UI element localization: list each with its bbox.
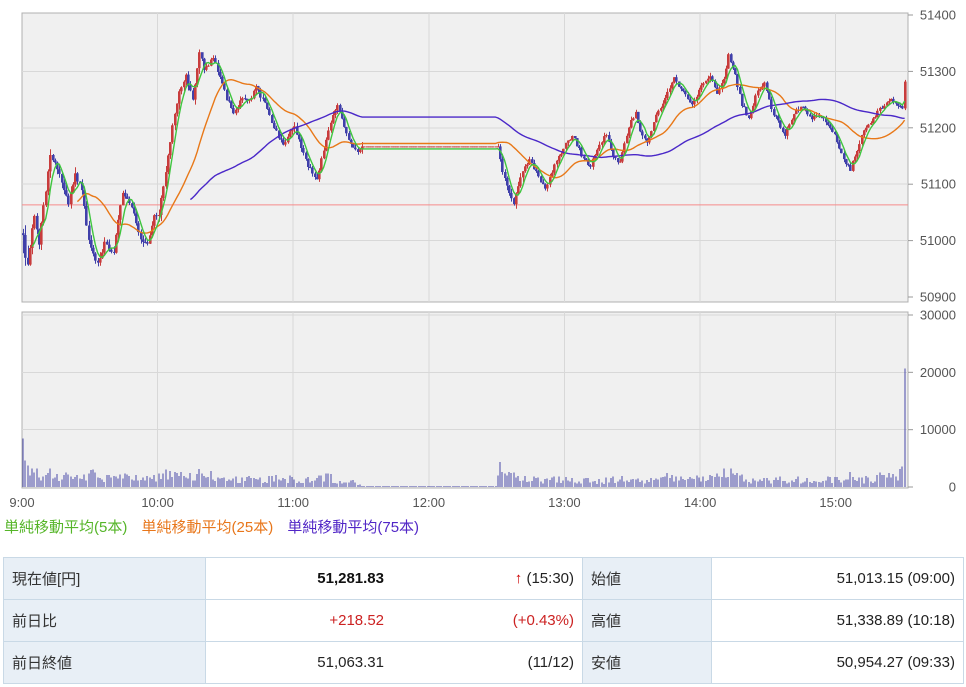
svg-text:14:00: 14:00 [684, 495, 717, 510]
prev-close-value: 51,063.31 [317, 654, 384, 671]
svg-text:50900: 50900 [920, 290, 956, 305]
day-change-percent: (+0.43%) [512, 612, 574, 629]
volume-axis: 30000 20000 10000 0 [908, 308, 956, 495]
current-price-label: 現在値[円] [3, 557, 206, 600]
svg-text:51000: 51000 [920, 233, 956, 248]
quote-summary-table: 現在値[円] 51,281.83 ↑ (15:30) 始値 51,013.15 … [3, 557, 964, 684]
gridlines [22, 13, 908, 488]
open-price-value: 51,013.15 (09:00) [711, 557, 964, 600]
svg-text:10000: 10000 [920, 422, 956, 437]
ma5-line [31, 61, 906, 259]
low-price-label: 安値 [582, 641, 712, 684]
day-change-cell: +218.52 (+0.43%) [205, 599, 583, 642]
up-arrow-icon: ↑ [514, 570, 523, 587]
table-row: 現在値[円] 51,281.83 ↑ (15:30) 始値 51,013.15 … [3, 557, 964, 600]
svg-text:11:00: 11:00 [277, 495, 309, 510]
svg-text:12:00: 12:00 [413, 495, 446, 510]
current-price-cell: 51,281.83 ↑ (15:30) [205, 557, 583, 600]
table-row: 前日終値 51,063.31 (11/12) 安値 50,954.27 (09:… [3, 641, 964, 684]
prev-close-date: (11/12) [527, 654, 574, 671]
svg-text:30000: 30000 [920, 308, 956, 323]
price-volume-chart: 51400 51300 51200 51100 51000 50900 30000 20000… [9, 7, 956, 510]
price-pane [21, 12, 909, 303]
day-change-label: 前日比 [3, 599, 206, 642]
ma5-legend-label: 単純移動平均(5本) [4, 519, 128, 536]
svg-text:20000: 20000 [920, 365, 956, 380]
current-price-time: ↑ (15:30) [514, 570, 574, 587]
svg-text:51300: 51300 [920, 64, 956, 79]
ma75-line [189, 98, 905, 201]
high-price-label: 高値 [582, 599, 712, 642]
day-change-value: +218.52 [329, 612, 384, 629]
prev-close-label: 前日終値 [3, 641, 206, 684]
open-price-label: 始値 [582, 557, 712, 600]
ma-legend: 単純移動平均(5本) 単純移動平均(25本) 単純移動平均(75本) [4, 516, 429, 537]
current-price-value: 51,281.83 [317, 570, 384, 587]
svg-text:9:00: 9:00 [9, 495, 34, 510]
ma75-legend-label: 単純移動平均(75本) [287, 519, 420, 536]
svg-text:0: 0 [949, 480, 956, 495]
volume-bars [22, 368, 906, 487]
svg-text:51100: 51100 [921, 177, 956, 192]
price-axis: 51400 51300 51200 51100 51000 50900 [908, 8, 956, 305]
svg-text:10:00: 10:00 [141, 495, 174, 510]
time-axis: 9:00 10:00 11:00 12:00 13:00 14:00 15:00 [9, 495, 852, 510]
table-row: 前日比 +218.52 (+0.43%) 高値 51,338.89 (10:18… [3, 599, 964, 642]
svg-text:13:00: 13:00 [548, 495, 581, 510]
svg-text:15:00: 15:00 [819, 495, 852, 510]
svg-text:51200: 51200 [920, 120, 956, 135]
prev-close-cell: 51,063.31 (11/12) [205, 641, 583, 684]
svg-text:51400: 51400 [920, 8, 956, 23]
ma25-line [76, 78, 906, 234]
volume-pane [21, 311, 909, 489]
high-price-value: 51,338.89 (10:18) [711, 599, 964, 642]
ma25-legend-label: 単純移動平均(25本) [141, 519, 274, 536]
low-price-value: 50,954.27 (09:33) [711, 641, 964, 684]
price-volume-chart-svg: 51400 51300 51200 51100 51000 50900 30000 20000… [9, 7, 956, 510]
